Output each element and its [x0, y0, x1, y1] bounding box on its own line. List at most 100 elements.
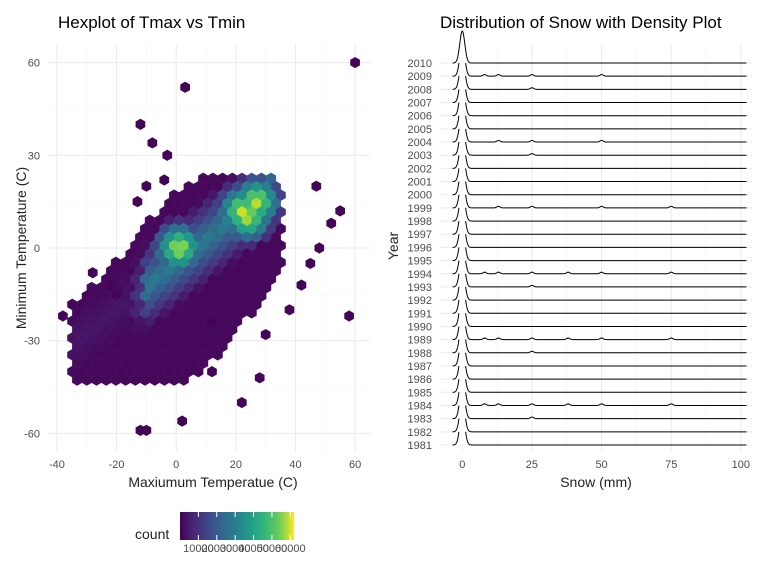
ridge-density-fill-2003 — [452, 123, 747, 156]
hex-y-tick-label: 30 — [28, 150, 40, 162]
ridge-density-1992 — [452, 267, 747, 301]
ridge-density-2003 — [452, 122, 747, 156]
ridge-y-tick-label: 2005 — [408, 124, 432, 136]
hex-cell-outlier — [305, 257, 316, 270]
ridge-density-1983 — [452, 386, 747, 420]
ridge-density-fill-2010 — [452, 31, 747, 63]
ridge-y-tick-label: 2003 — [408, 150, 432, 162]
hex-cell-outlier — [335, 205, 346, 217]
ridge-y-tick-label: 1985 — [408, 387, 432, 399]
ridge-density-1985 — [452, 359, 747, 393]
hex-cell-outlier — [344, 310, 354, 322]
ridge-y-tick-label: 2001 — [408, 177, 432, 189]
ridge-density-fill-1983 — [452, 386, 747, 419]
ridge-density-2001 — [452, 148, 747, 183]
hex-cell — [246, 307, 257, 319]
ridge-density-fill-1985 — [452, 360, 747, 393]
hex-cell-outlier — [350, 56, 360, 69]
hex-cell-outlier — [135, 118, 146, 130]
hex-cell-outlier — [141, 180, 152, 192]
hexplot-title: Hexplot of Tmax vs Tmin — [58, 13, 245, 32]
ridge-density-fill-1990 — [452, 294, 747, 327]
legend-title: count — [135, 526, 169, 542]
ridge-x-tick-label: 75 — [665, 459, 677, 471]
ridge-density-fill-2008 — [452, 57, 747, 90]
hex-y-tick-label: 0 — [34, 243, 40, 255]
hex-y-tick-label: -60 — [24, 428, 40, 440]
ridge-density-fill-1991 — [452, 281, 747, 314]
ridge-y-tick-label: 2008 — [408, 84, 432, 96]
ridge-density-2005 — [452, 96, 747, 130]
hex-cell — [178, 374, 189, 386]
ridge-y-tick-label: 1991 — [408, 308, 432, 320]
hex-cell-outlier — [111, 288, 122, 300]
hex-cell-outlier — [311, 180, 322, 192]
ridge-y-tick-label: 1990 — [408, 321, 432, 333]
hex-cell-outlier — [236, 396, 247, 409]
ridgeline-x-label: Snow (mm) — [560, 474, 632, 490]
hex-x-tick-label: 60 — [349, 459, 361, 471]
ridge-y-tick-label: 1989 — [408, 335, 432, 347]
ridge-density-1994 — [452, 241, 747, 275]
ridge-y-tick-label: 1981 — [408, 440, 432, 452]
hex-cell-outlier — [162, 149, 173, 161]
hex-cell-outlier — [284, 304, 295, 316]
hex-x-tick-label: -40 — [49, 459, 65, 471]
hex-cell-outlier — [105, 279, 116, 291]
ridge-density-1986 — [452, 346, 747, 380]
ridge-y-tick-label: 2002 — [408, 163, 432, 175]
ridge-density-1997 — [452, 201, 747, 235]
ridge-y-tick-label: 1982 — [408, 427, 432, 439]
ridgeline-densities — [452, 30, 747, 446]
ridgeline-panel: Distribution of Snow with Density Plot 0… — [385, 13, 752, 490]
hex-y-tick-label: -30 — [24, 336, 40, 348]
ridge-density-fill-1994 — [452, 241, 747, 274]
ridge-y-tick-label: 2004 — [408, 137, 432, 149]
ridgeline-y-label: Year — [385, 232, 401, 261]
ridge-density-fill-1988 — [452, 320, 747, 353]
ridge-density-fill-1993 — [452, 254, 747, 287]
hex-cell-outlier — [87, 267, 98, 279]
ridgeline-grid — [440, 44, 752, 452]
hex-cell-outlier — [159, 174, 170, 186]
ridge-density-1982 — [452, 399, 747, 433]
hex-cell-outlier — [207, 366, 217, 378]
hex-cell-outlier — [207, 316, 217, 328]
hex-cell — [212, 349, 223, 361]
hexplot-cells — [58, 56, 360, 436]
hex-cell-outlier — [296, 279, 307, 291]
ridge-density-2007 — [452, 69, 747, 104]
hex-cell-outlier — [58, 310, 68, 322]
ridge-y-tick-label: 1997 — [408, 229, 432, 241]
ridge-density-fill-2000 — [452, 162, 747, 195]
hex-x-tick-label: 40 — [289, 459, 301, 471]
ridge-density-2004 — [452, 109, 747, 143]
ridge-y-tick-label: 1993 — [408, 282, 432, 294]
hexplot-x-label: Maxiumum Temperatue (C) — [128, 474, 297, 490]
ridge-density-1987 — [452, 333, 747, 367]
ridge-y-tick-label: 2009 — [408, 71, 432, 83]
hex-cell-outlier — [260, 328, 271, 341]
ridge-x-tick-label: 0 — [459, 459, 465, 471]
ridge-y-tick-label: 1988 — [408, 348, 432, 360]
ridge-density-fill-2001 — [452, 149, 747, 182]
ridge-density-1998 — [452, 188, 747, 222]
ridge-density-fill-1981 — [452, 413, 747, 445]
ridge-y-tick-label: 2000 — [408, 190, 432, 202]
ridge-x-tick-label: 100 — [732, 459, 750, 471]
ridge-density-1988 — [452, 320, 747, 354]
legend-tick-label: 50000 — [257, 543, 288, 555]
ridge-y-tick-label: 1995 — [408, 256, 432, 268]
ridge-density-2010 — [452, 30, 747, 64]
ridge-y-tick-label: 1996 — [408, 242, 432, 254]
ridge-density-1993 — [452, 254, 747, 288]
hex-cell-outlier — [254, 372, 265, 384]
ridge-density-2006 — [452, 83, 747, 117]
ridge-y-tick-label: 1994 — [408, 269, 432, 281]
legend-tick-label: 20000 — [201, 543, 232, 555]
hex-cell-outlier — [147, 137, 158, 149]
ridge-density-fill-1986 — [452, 347, 747, 380]
ridge-y-tick-label: 2007 — [408, 98, 432, 110]
